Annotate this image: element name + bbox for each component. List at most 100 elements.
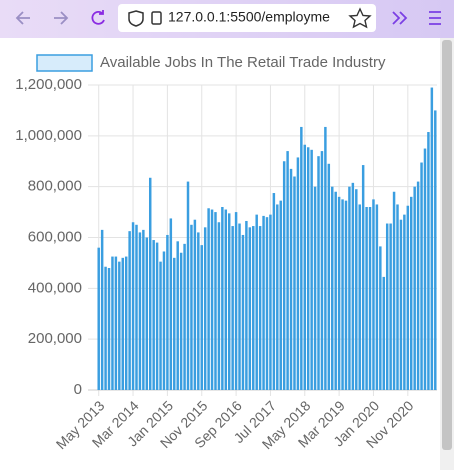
bar: [306, 147, 310, 390]
bar: [293, 176, 296, 390]
bar: [399, 219, 403, 390]
bar: [111, 256, 114, 390]
bar: [341, 199, 344, 390]
bar: [313, 186, 317, 390]
bar: [389, 223, 392, 390]
bar: [331, 186, 334, 390]
bar: [221, 207, 224, 390]
bar: [114, 256, 118, 390]
forward-button[interactable]: [54, 11, 69, 25]
menu-button[interactable]: [429, 11, 441, 25]
bar: [100, 229, 104, 390]
bar: [148, 177, 152, 390]
bar: [107, 268, 111, 390]
bar: [430, 87, 434, 391]
bar: [310, 149, 313, 390]
url-fade: [330, 5, 352, 31]
bar: [152, 240, 155, 390]
bar: [138, 232, 142, 390]
bar: [217, 222, 221, 390]
bar: [214, 212, 217, 390]
bar: [392, 191, 396, 390]
bar: [248, 227, 252, 390]
bar: [334, 191, 337, 390]
bar: [337, 196, 341, 390]
url-text: 127.0.0.1:5500/employme: [168, 9, 330, 25]
y-tick-label: 1,000,000: [15, 127, 82, 144]
bar: [406, 205, 410, 390]
bar: [97, 247, 100, 390]
bar: [379, 246, 382, 390]
bar: [296, 157, 300, 390]
bar: [155, 242, 159, 390]
bar: [276, 204, 279, 390]
bar: [210, 209, 214, 390]
bar: [416, 181, 420, 390]
bar: [355, 189, 358, 390]
back-button[interactable]: [15, 11, 30, 25]
bar: [118, 261, 121, 390]
bookmark-star[interactable]: [348, 7, 372, 29]
extensions-button[interactable]: [392, 11, 408, 25]
reload-button[interactable]: [91, 10, 105, 25]
bar: [403, 214, 406, 390]
bar: [320, 151, 324, 390]
bar: [423, 148, 427, 390]
bar: [131, 222, 135, 390]
bar: [142, 229, 145, 390]
bar: [413, 186, 416, 390]
bar: [135, 224, 138, 390]
y-tick-label: 800,000: [28, 178, 82, 195]
bar: [173, 257, 176, 390]
bar: [265, 217, 269, 390]
bar: [385, 223, 389, 390]
bar: [128, 231, 131, 390]
bar: [162, 251, 166, 390]
bar: [176, 241, 179, 390]
legend-swatch: [36, 54, 93, 72]
bar: [238, 223, 241, 390]
page-icon: [151, 11, 162, 25]
bar: [327, 163, 331, 390]
y-tick-label: 0: [74, 381, 82, 398]
bar: [289, 168, 293, 390]
bar: [396, 204, 399, 390]
bar: [375, 204, 379, 390]
url-bar[interactable]: [118, 4, 376, 32]
bar: [186, 181, 190, 390]
bar: [224, 209, 228, 390]
bar: [348, 186, 351, 390]
bar: [351, 182, 355, 390]
bar: [200, 245, 203, 390]
bar: [104, 266, 107, 390]
bar: [234, 212, 238, 390]
bar: [166, 234, 169, 390]
bar: [410, 196, 413, 390]
y-tick-label: 1,200,000: [15, 76, 82, 93]
bar: [193, 219, 197, 390]
bar: [420, 162, 423, 390]
bar: [258, 226, 262, 390]
bar: [344, 200, 348, 390]
bar: [262, 215, 265, 390]
bar: [241, 234, 245, 390]
scrollbar-thumb[interactable]: [442, 40, 452, 450]
shield-icon[interactable]: [128, 10, 144, 27]
bar: [282, 161, 286, 390]
bar: [286, 151, 289, 390]
bar: [358, 204, 361, 390]
bar: [372, 199, 375, 390]
legend-label: Available Jobs In The Retail Trade Indus…: [100, 54, 386, 71]
bar: [190, 224, 193, 390]
bar: [207, 208, 210, 390]
bar: [279, 200, 282, 390]
bar: [227, 213, 231, 390]
bar: [361, 165, 365, 390]
bar: [324, 126, 327, 390]
y-tick-label: 400,000: [28, 279, 82, 296]
bar: [272, 193, 276, 390]
bar: [427, 132, 430, 391]
bar: [197, 232, 200, 390]
bar: [252, 226, 255, 390]
